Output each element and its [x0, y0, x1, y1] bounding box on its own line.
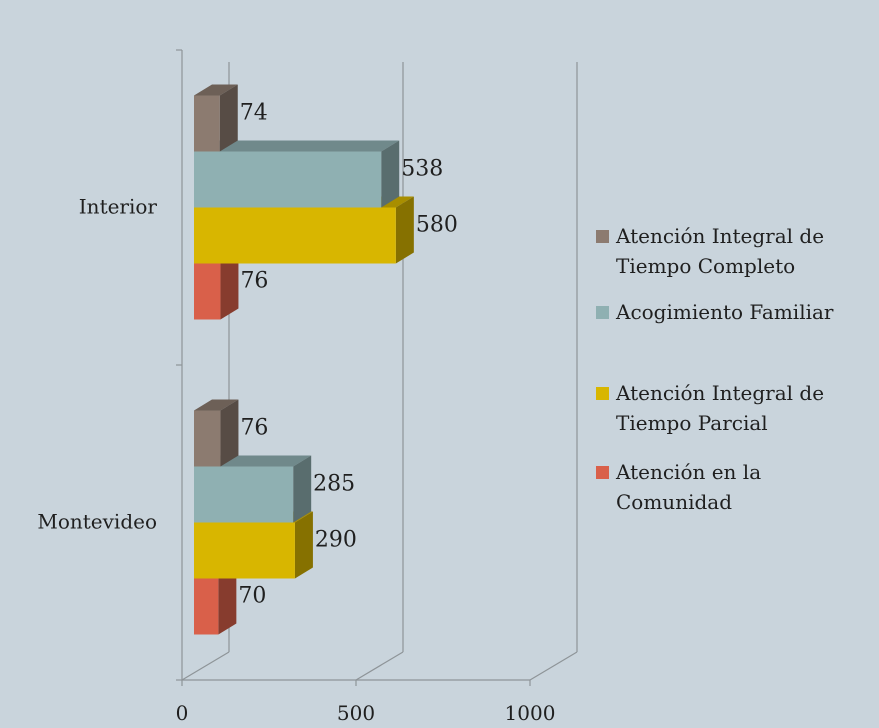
bar-top — [194, 399, 239, 411]
floor-gridline — [181, 651, 230, 681]
bar — [194, 95, 220, 152]
bar-side — [220, 399, 239, 467]
data-labels: 76 580 538 74 70 290 285 76 — [238, 101, 457, 609]
legend-label: Acogimiento Familiar — [615, 300, 834, 324]
bar-side — [381, 140, 400, 208]
bar — [194, 410, 221, 467]
bar — [194, 522, 295, 579]
bar-side — [218, 567, 237, 635]
data-label: 76 — [240, 416, 268, 441]
bars — [194, 84, 414, 635]
bar — [194, 466, 294, 523]
bar-side — [293, 455, 312, 523]
bar — [194, 578, 219, 635]
floor-gridline — [355, 651, 404, 681]
data-label: 580 — [416, 213, 458, 238]
legend-swatch — [596, 387, 609, 400]
side-wall-top — [182, 22, 229, 50]
axes: 0 500 1000 Interior Montevideo — [37, 49, 556, 725]
legend-swatch — [596, 230, 609, 243]
x-tick-label: 1000 — [505, 701, 556, 725]
bar-side — [220, 252, 239, 320]
legend-swatch — [596, 466, 609, 479]
x-tick-label: 500 — [337, 701, 375, 725]
x-tick-label: 0 — [176, 701, 189, 725]
data-label: 538 — [401, 157, 443, 182]
bar — [194, 207, 396, 264]
data-label: 76 — [240, 269, 268, 294]
bar-side — [294, 511, 313, 579]
legend-label: Atención en la Comunidad — [615, 460, 761, 514]
bar-side — [395, 196, 414, 264]
data-label: 74 — [240, 101, 268, 126]
category-label: Montevideo — [37, 510, 157, 534]
category-label: Interior — [79, 195, 158, 219]
bar — [194, 263, 221, 320]
data-label: 285 — [313, 472, 355, 497]
bar — [194, 151, 382, 208]
legend: Atención Integral de Tiempo Completo Acogi… — [596, 224, 834, 514]
bar-top — [194, 140, 400, 152]
legend-swatch — [596, 306, 609, 319]
bar-side — [219, 84, 238, 152]
floor-gridline — [529, 651, 578, 681]
data-label: 70 — [238, 584, 266, 609]
data-label: 290 — [315, 528, 357, 553]
bar-top — [194, 84, 238, 96]
legend-label: Atención Integral de Tiempo Completo — [615, 224, 824, 278]
legend-label: Atención Integral de Tiempo Parcial — [615, 381, 824, 435]
